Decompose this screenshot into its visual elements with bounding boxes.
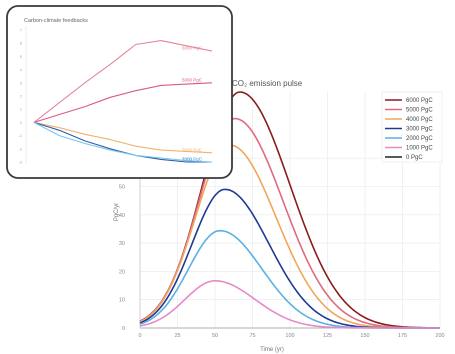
x-tick-label: 150 xyxy=(360,333,369,339)
legend-label: 6000 PgC xyxy=(406,98,433,104)
legend-label: 3000 PgC xyxy=(406,127,433,133)
legend-label: 2000 PgC xyxy=(406,136,433,142)
main-x-axis-label: Time (yr) xyxy=(260,347,284,353)
y-tick-label: 50 xyxy=(119,185,125,191)
x-tick-label: 25 xyxy=(174,333,180,339)
y-tick-label: 20 xyxy=(119,269,125,275)
legend-box xyxy=(381,91,443,163)
inset-y-tick-label: 5 xyxy=(20,54,23,59)
inset-y-tick-label: -1 xyxy=(18,133,22,138)
x-tick-label: 100 xyxy=(285,333,294,339)
main-chart-title: CO₂ emission pulse xyxy=(232,79,303,88)
x-tick-label: 200 xyxy=(435,333,444,339)
inset-y-tick-labels: 7 6 5 4 3 2 1 0 -1 -2 -3 xyxy=(18,28,22,165)
main-x-tick-labels: 0 25 50 75 100 125 150 175 200 xyxy=(138,333,444,339)
y-tick-label: 10 xyxy=(119,298,125,304)
legend-label: 4000 PgC xyxy=(406,117,433,123)
x-tick-label: 75 xyxy=(249,333,255,339)
legend-label: 5000 PgC xyxy=(406,108,433,114)
inset-y-tick-label: 7 xyxy=(20,28,23,33)
inset-line-label: 2000 PgC xyxy=(182,157,203,162)
main-y-axis-label: PgC/yr xyxy=(114,203,120,221)
inset-y-tick-label: 0 xyxy=(20,120,23,125)
inset-y-tick-label: 4 xyxy=(20,67,23,72)
x-tick-label: 50 xyxy=(212,333,218,339)
inset-series-line xyxy=(33,121,212,163)
inset-series-line xyxy=(33,40,213,123)
inset-series-line xyxy=(33,82,213,123)
inset-line-label: 1000 PgC xyxy=(182,157,203,162)
inset-line-label: 5000 PgC xyxy=(182,77,203,82)
inset-y-tick-label: -3 xyxy=(18,160,22,165)
inset-chart: Carbon-climate feedbacks 76543210-1-2-3 … xyxy=(6,5,233,179)
inset-series-line xyxy=(33,121,213,163)
x-tick-label: 125 xyxy=(323,333,332,339)
inset-line-label: 3000 PgC xyxy=(182,147,203,152)
inset-panel xyxy=(6,5,233,179)
inset-y-tick-label: 2 xyxy=(20,94,23,99)
y-tick-label: 0 xyxy=(122,326,125,332)
inset-series-line xyxy=(33,121,213,154)
main-y-tick-labels: 0102030405060 xyxy=(119,156,125,332)
x-tick-label: 175 xyxy=(398,333,407,339)
legend-label: 1000 PgC xyxy=(406,146,433,152)
legend-label: 0 PgC xyxy=(406,155,423,161)
main-series-lines xyxy=(139,91,440,329)
x-tick-label: 0 xyxy=(138,333,141,339)
inset-y-tick-label: 6 xyxy=(20,41,23,46)
inset-line-label: 6000 PgC xyxy=(182,46,203,51)
inset-series-lines xyxy=(33,40,213,163)
inset-y-tick-label: 1 xyxy=(20,107,23,112)
inset-y-tick-label: 3 xyxy=(20,80,23,85)
y-tick-label: 30 xyxy=(119,241,125,247)
main-legend: 6000 PgC 5000 PgC 4000 PgC 3000 PgC 2000 PgC… xyxy=(381,91,443,163)
inset-chart-title: Carbon-climate feedbacks xyxy=(24,18,88,24)
inset-y-tick-label: -2 xyxy=(18,146,22,151)
series-line xyxy=(139,279,440,329)
y-tick-label: 40 xyxy=(119,213,125,219)
